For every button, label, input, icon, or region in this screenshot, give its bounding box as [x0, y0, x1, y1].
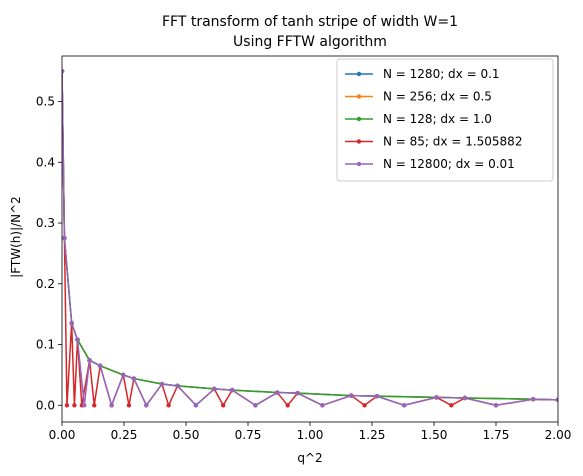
- data-point: [87, 358, 92, 363]
- chart-title: FFT transform of tanh stripe of width W=…: [162, 14, 458, 30]
- data-point: [159, 381, 165, 387]
- series-group: [62, 68, 558, 408]
- data-point: [166, 403, 171, 408]
- data-point: [402, 403, 407, 408]
- data-point: [221, 403, 226, 408]
- data-point: [212, 386, 217, 392]
- data-point: [449, 403, 454, 408]
- data-point: [555, 397, 558, 403]
- legend-entry: N = 256; dx = 0.5: [345, 90, 492, 104]
- y-tick-label: 0.1: [36, 338, 55, 352]
- legend-marker: [356, 71, 362, 77]
- data-point: [348, 393, 354, 398]
- x-tick-label: 1.00: [297, 428, 324, 442]
- data-point: [320, 403, 325, 408]
- legend-label: N = 12800; dx = 0.01: [383, 157, 515, 171]
- x-tick-label: 0.75: [235, 428, 262, 442]
- legend: N = 1280; dx = 0.1 N = 256; dx = 0.5 N = 1…: [336, 58, 554, 182]
- legend-label: N = 256; dx = 0.5: [383, 90, 492, 104]
- y-tick-label: 0.0: [36, 398, 55, 412]
- legend-marker: [356, 139, 362, 144]
- series-line: [62, 71, 558, 407]
- data-point: [374, 393, 380, 399]
- data-point: [126, 403, 132, 408]
- data-point: [92, 403, 97, 408]
- y-axis-label: |FTW(h)|/N^2: [9, 196, 23, 278]
- data-point: [97, 363, 103, 369]
- data-point: [462, 395, 468, 401]
- y-tick-label: 0.4: [36, 155, 55, 169]
- legend-marker: [356, 161, 362, 167]
- data-point: [493, 403, 499, 408]
- x-tick-label: 0.50: [173, 428, 200, 442]
- legend-entry: N = 12800; dx = 0.01: [345, 157, 515, 171]
- data-point: [64, 403, 70, 408]
- legend-entry: N = 128; dx = 1.0: [345, 112, 492, 126]
- series-line: [62, 71, 558, 401]
- x-tick-label: 2.00: [545, 428, 572, 442]
- data-point: [144, 403, 149, 408]
- y-tick-label: 0.2: [36, 277, 55, 291]
- data-point: [531, 397, 536, 402]
- y-tick-label: 0.3: [36, 216, 55, 230]
- legend-entry: N = 85; dx = 1.505882: [345, 135, 522, 149]
- axes: 0.00 0.25 0.50 0.75 1.00 1.25 1.50 1.75 2.00 0.0 0…: [36, 55, 572, 442]
- legend-box: [336, 58, 554, 182]
- data-point: [253, 403, 258, 408]
- x-tick-label: 1.25: [359, 428, 386, 442]
- x-tick-label: 0.00: [49, 428, 76, 442]
- data-point: [295, 390, 300, 396]
- data-point: [62, 236, 67, 241]
- data-point: [82, 403, 87, 408]
- data-point: [72, 403, 77, 408]
- data-point: [229, 387, 235, 393]
- data-point: [193, 403, 199, 408]
- data-point: [275, 390, 280, 395]
- legend-label: N = 85; dx = 1.505882: [383, 135, 522, 149]
- data-point: [362, 403, 367, 408]
- chart-subtitle: Using FFTW algorithm: [233, 34, 387, 50]
- x-tick-label: 0.25: [111, 428, 138, 442]
- legend-label: N = 128; dx = 1.0: [383, 112, 492, 126]
- series-5: [62, 68, 558, 408]
- legend-label: N = 1280; dx = 0.1: [383, 67, 500, 81]
- data-point: [109, 403, 114, 408]
- plot-area: [62, 68, 558, 408]
- x-tick-label: 1.75: [483, 428, 510, 442]
- data-point: [285, 403, 290, 408]
- legend-marker: [356, 94, 362, 99]
- data-point: [175, 383, 180, 389]
- legend-marker: [356, 116, 362, 122]
- data-point: [69, 321, 74, 326]
- data-point: [121, 372, 126, 378]
- x-axis-label: q^2: [297, 451, 322, 465]
- data-point: [62, 68, 65, 74]
- data-point: [131, 376, 137, 381]
- data-point: [75, 337, 80, 342]
- x-tick-label: 1.50: [421, 428, 448, 442]
- legend-entry: N = 1280; dx = 0.1: [345, 67, 500, 81]
- y-tick-label: 0.5: [36, 95, 55, 109]
- data-point: [434, 395, 439, 400]
